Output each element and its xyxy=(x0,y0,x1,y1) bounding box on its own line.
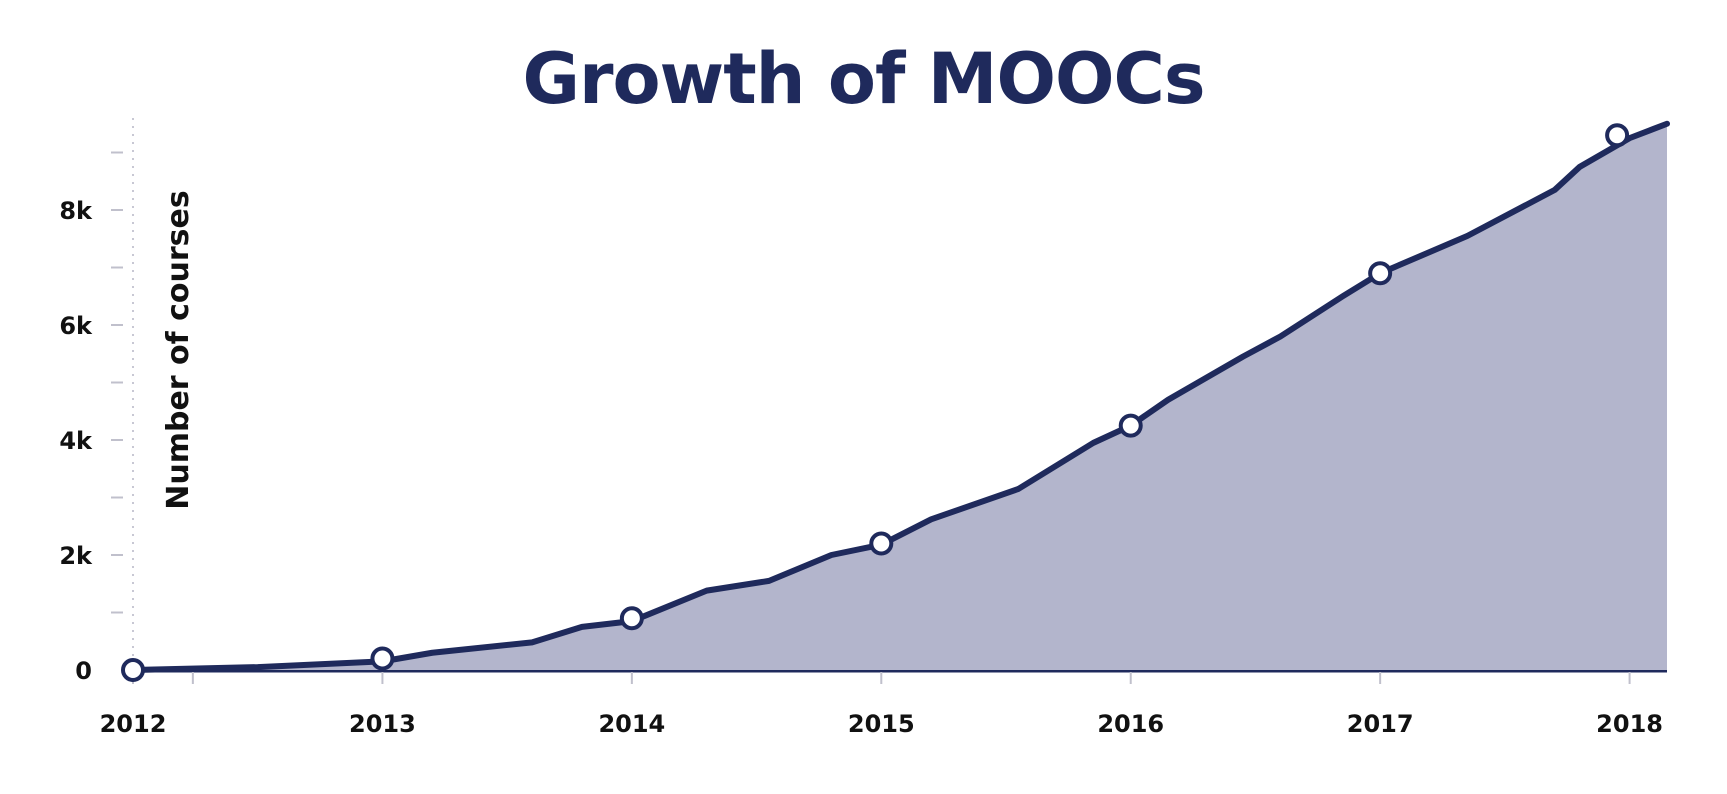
x-tick-label-5: 2017 xyxy=(1347,710,1414,738)
data-point-marker-3 xyxy=(869,531,894,556)
x-tick-label-1: 2013 xyxy=(349,710,416,738)
data-point-marker-1 xyxy=(370,646,395,671)
markers-layer xyxy=(121,123,1630,682)
x-tick-label-0: 2012 xyxy=(100,710,167,738)
data-point-marker-4 xyxy=(1118,413,1143,438)
y-tick-label-1: 2k xyxy=(59,542,93,570)
series-area xyxy=(133,123,1667,670)
x-tick-label-3: 2015 xyxy=(848,710,915,738)
y-tick-label-3: 6k xyxy=(59,312,93,340)
y-tick-label-4: 8k xyxy=(59,197,93,225)
data-point-marker-6 xyxy=(1605,123,1630,148)
x-tick-label-2: 2014 xyxy=(598,710,665,738)
data-point-marker-2 xyxy=(619,606,644,631)
y-tick-label-0: 0 xyxy=(75,657,92,685)
y-axis-title: Number of courses xyxy=(161,190,196,510)
x-tick-label-4: 2016 xyxy=(1097,710,1164,738)
series-layer xyxy=(130,120,1670,673)
y-tick-label-2: 4k xyxy=(59,427,93,455)
labels-layer: 0 2k 4k 6k 8k 2012 2013 2014 2015 2016 2017 2018 Num… xyxy=(59,190,1663,738)
data-point-marker-5 xyxy=(1368,261,1393,286)
chart-title: Growth of MOOCs xyxy=(522,38,1205,120)
x-tick-label-6: 2018 xyxy=(1596,710,1663,738)
series-line xyxy=(130,120,1670,673)
data-point-marker-0 xyxy=(121,658,145,682)
